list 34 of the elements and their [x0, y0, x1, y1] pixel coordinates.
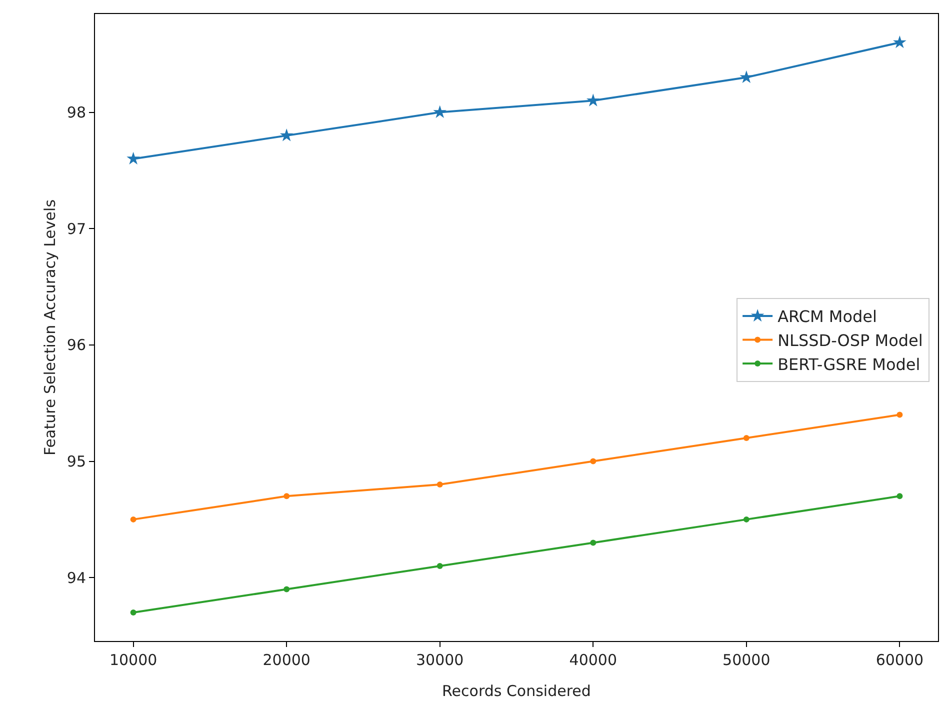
point	[586, 94, 600, 106]
x-tick-label: 30000	[416, 651, 464, 669]
point	[436, 482, 443, 488]
point	[280, 128, 294, 142]
point	[284, 586, 290, 592]
x-tick-label: 60000	[876, 651, 924, 669]
x-tick-label: 20000	[262, 651, 310, 669]
legend-label: ARCM Model	[778, 307, 877, 326]
point	[743, 435, 750, 442]
x-tick-label: 50000	[722, 651, 770, 669]
y-tick-label: 97	[66, 220, 86, 238]
point	[590, 540, 596, 546]
point	[433, 105, 447, 118]
y-tick-label: 94	[66, 568, 86, 587]
point	[896, 412, 903, 418]
y-tick-label: 96	[66, 336, 86, 354]
point	[436, 562, 443, 569]
point	[893, 36, 906, 48]
x-tick-label: 10000	[109, 651, 158, 669]
point	[743, 516, 750, 522]
y-tick-label: 95	[66, 452, 86, 471]
y-axis-title: Feature Selection Accuracy Levels	[41, 199, 59, 456]
x-tick-label: 40000	[569, 651, 617, 669]
legend-label: NLSSD-OSP Model	[778, 330, 923, 350]
x-axis-title: Records Considered	[442, 682, 591, 700]
point	[740, 70, 754, 84]
point	[126, 152, 140, 164]
point	[130, 610, 136, 616]
legend-label: BERT-GSRE Model	[778, 354, 920, 374]
point	[284, 493, 290, 500]
point	[896, 493, 903, 500]
y-tick-label: 98	[66, 104, 86, 122]
point	[590, 458, 596, 464]
point	[130, 516, 136, 522]
